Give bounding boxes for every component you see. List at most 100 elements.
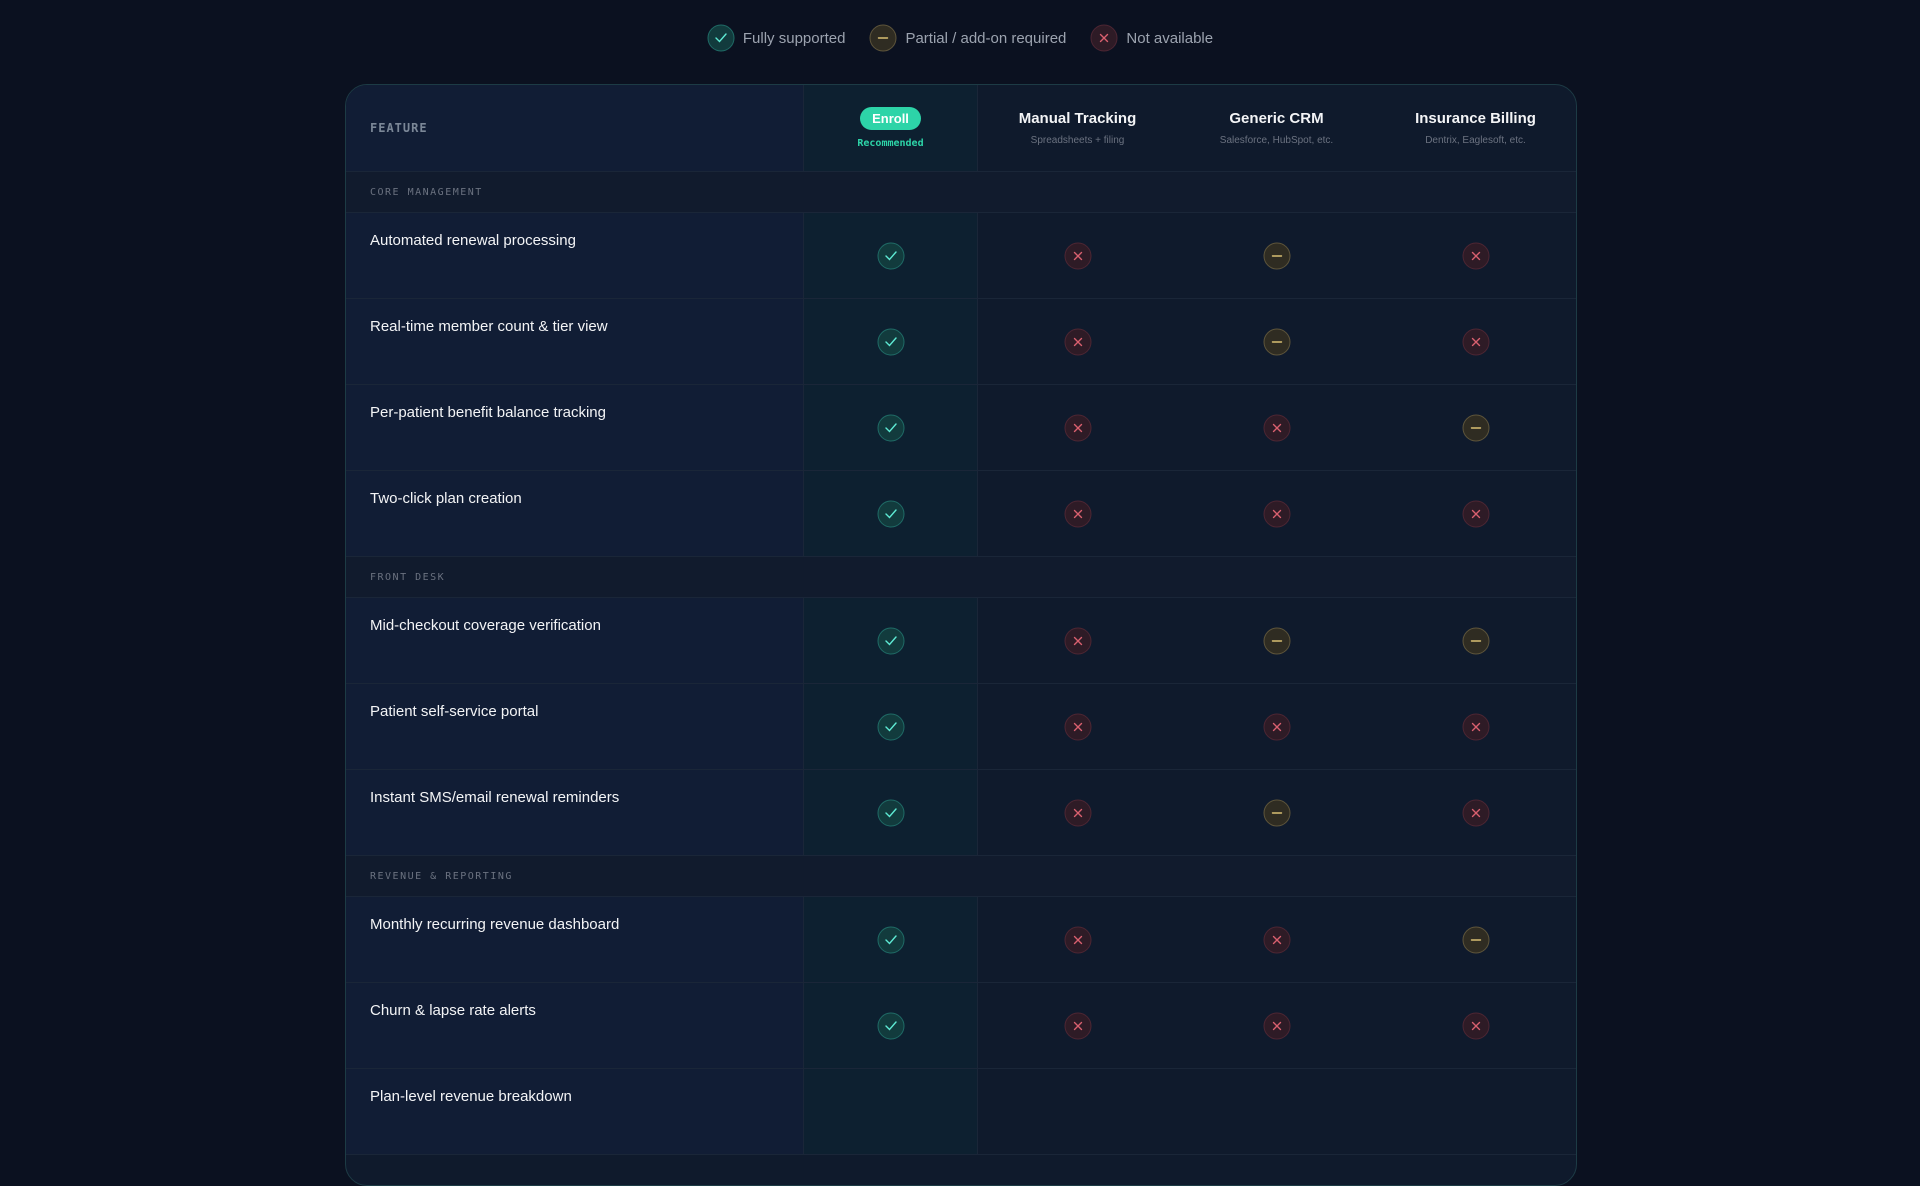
status-icon-full xyxy=(877,500,905,528)
feature-row: Two-click plan creation xyxy=(346,471,1576,557)
status-icon-none xyxy=(1064,242,1092,270)
status-icon-none xyxy=(1064,926,1092,954)
status-cell xyxy=(804,598,978,683)
icon xyxy=(1064,627,1091,654)
status-cell xyxy=(1177,598,1376,683)
status-icon-none xyxy=(1090,24,1118,52)
status-cell xyxy=(1376,897,1575,982)
comparison-table: FEATURE Enroll Recommended Manual Tracking S… xyxy=(345,84,1577,1186)
status-cell xyxy=(804,299,978,384)
status-icon-none xyxy=(1064,328,1092,356)
status-cell xyxy=(978,770,1177,855)
column-note: Recommended xyxy=(857,138,924,149)
status-cell xyxy=(978,471,1177,556)
status-cell xyxy=(804,385,978,470)
icon xyxy=(877,799,904,826)
status-icon-partial xyxy=(1263,242,1291,270)
icon xyxy=(877,1012,904,1039)
column-header: Insurance Billing Dentrix, Eaglesoft, etc… xyxy=(1376,85,1575,171)
badge: Enroll xyxy=(860,107,921,130)
status-icon-full xyxy=(707,24,735,52)
status-icon-none xyxy=(1064,627,1092,655)
feature-label: Instant SMS/email renewal reminders xyxy=(346,770,804,855)
status-cell xyxy=(804,897,978,982)
icon xyxy=(1462,500,1489,527)
status-cell xyxy=(1376,471,1575,556)
status-icon-none xyxy=(1064,414,1092,442)
status-cell xyxy=(978,213,1177,298)
icon xyxy=(877,500,904,527)
icon xyxy=(1462,1012,1489,1039)
status-cell xyxy=(1177,684,1376,769)
header-row: FEATURE Enroll Recommended Manual Tracking S… xyxy=(346,85,1576,172)
feature-label: Real-time member count & tier view xyxy=(346,299,804,384)
icon xyxy=(1064,242,1091,269)
icon xyxy=(1090,24,1118,52)
status-icon-full xyxy=(877,242,905,270)
column-name: Insurance Billing xyxy=(1415,110,1536,127)
column-note: Dentrix, Eaglesoft, etc. xyxy=(1425,135,1526,146)
status-cell xyxy=(804,684,978,769)
status-icon-full xyxy=(877,799,905,827)
status-cell xyxy=(804,471,978,556)
icon xyxy=(877,627,904,654)
feature-row: Monthly recurring revenue dashboard xyxy=(346,897,1576,983)
status-icon-none xyxy=(1462,713,1490,741)
feature-row: Instant SMS/email renewal reminders xyxy=(346,770,1576,856)
status-icon-full xyxy=(877,414,905,442)
status-cell xyxy=(1376,770,1575,855)
icon xyxy=(1462,242,1489,269)
column-header: Generic CRM Salesforce, HubSpot, etc. xyxy=(1177,85,1376,171)
icon xyxy=(1263,713,1290,740)
feature-label: Mid-checkout coverage verification xyxy=(346,598,804,683)
icon xyxy=(1462,713,1489,740)
status-icon-full xyxy=(877,328,905,356)
status-cell xyxy=(978,1069,1177,1154)
legend: Fully supported Partial / add-on required… xyxy=(0,24,1920,52)
status-cell xyxy=(1177,897,1376,982)
icon xyxy=(1263,328,1290,355)
legend-item: Not available xyxy=(1090,24,1213,52)
status-cell xyxy=(1376,213,1575,298)
status-icon-full xyxy=(877,627,905,655)
status-cell xyxy=(1376,684,1575,769)
column-note: Salesforce, HubSpot, etc. xyxy=(1219,135,1334,146)
status-cell xyxy=(804,770,978,855)
status-cell xyxy=(804,213,978,298)
icon xyxy=(1064,799,1091,826)
column-header: Manual Tracking Spreadsheets + filing xyxy=(978,85,1177,171)
section-title: FRONT DESK xyxy=(346,557,1576,598)
feature-label: Two-click plan creation xyxy=(346,471,804,556)
icon xyxy=(1263,1012,1290,1039)
status-icon-full xyxy=(877,1012,905,1040)
status-icon-none xyxy=(1263,414,1291,442)
feature-row: Real-time member count & tier view xyxy=(346,299,1576,385)
feature-label: Churn & lapse rate alerts xyxy=(346,983,804,1068)
icon xyxy=(1263,242,1290,269)
status-icon-none xyxy=(1263,713,1291,741)
legend-label: Fully supported xyxy=(742,29,846,47)
icon xyxy=(877,328,904,355)
icon xyxy=(1263,627,1290,654)
icon xyxy=(877,242,904,269)
icon xyxy=(1462,926,1489,953)
icon xyxy=(877,414,904,441)
icon xyxy=(1064,926,1091,953)
icon xyxy=(1263,414,1290,441)
feature-row: Per-patient benefit balance tracking xyxy=(346,385,1576,471)
column-note: Spreadsheets + filing xyxy=(1030,135,1125,146)
icon xyxy=(1064,328,1091,355)
status-icon-none xyxy=(1462,242,1490,270)
icon xyxy=(1462,414,1489,441)
status-icon-partial xyxy=(1263,799,1291,827)
legend-label: Not available xyxy=(1126,29,1214,47)
icon xyxy=(877,926,904,953)
status-icon-none xyxy=(1064,500,1092,528)
status-cell xyxy=(804,1069,978,1154)
icon xyxy=(707,24,735,52)
status-icon-none xyxy=(1462,799,1490,827)
status-cell xyxy=(804,983,978,1068)
legend-item: Fully supported xyxy=(707,24,846,52)
status-icon-none xyxy=(1263,500,1291,528)
legend-item: Partial / add-on required xyxy=(869,24,1066,52)
